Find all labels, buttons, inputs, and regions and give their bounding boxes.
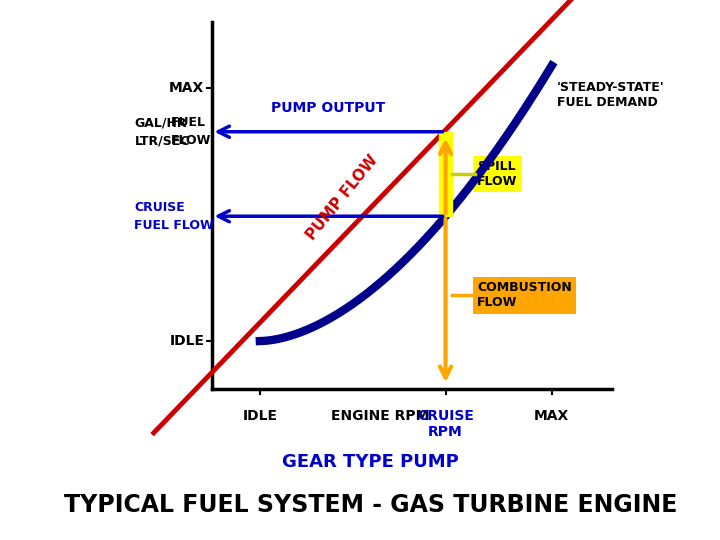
Text: FUEL: FUEL [171,116,206,129]
Text: CRUISE
RPM: CRUISE RPM [417,409,474,439]
Text: PUMP OUTPUT: PUMP OUTPUT [271,101,386,115]
Text: CRUISE: CRUISE [135,200,185,213]
Text: IDLE: IDLE [169,334,204,348]
Text: GEAR TYPE PUMP: GEAR TYPE PUMP [282,453,459,471]
Text: FUEL FLOW: FUEL FLOW [135,219,214,232]
Text: ENGINE RPM: ENGINE RPM [331,409,430,423]
Text: TYPICAL FUEL SYSTEM - GAS TURBINE ENGINE: TYPICAL FUEL SYSTEM - GAS TURBINE ENGINE [64,494,678,517]
Text: LTR/SEC: LTR/SEC [135,134,190,147]
Text: GAL/HR: GAL/HR [135,116,187,129]
Text: SPILL
FLOW: SPILL FLOW [477,160,517,188]
Bar [439,132,452,216]
Text: MAX: MAX [169,80,204,94]
Text: COMBUSTION
FLOW: COMBUSTION FLOW [477,281,572,309]
Text: MAX: MAX [534,409,570,423]
Text: PUMP FLOW: PUMP FLOW [303,153,381,243]
Text: 'STEADY-STATE'
FUEL DEMAND: 'STEADY-STATE' FUEL DEMAND [557,81,665,109]
Text: IDLE: IDLE [243,409,277,423]
Text: FLOW: FLOW [171,134,211,147]
